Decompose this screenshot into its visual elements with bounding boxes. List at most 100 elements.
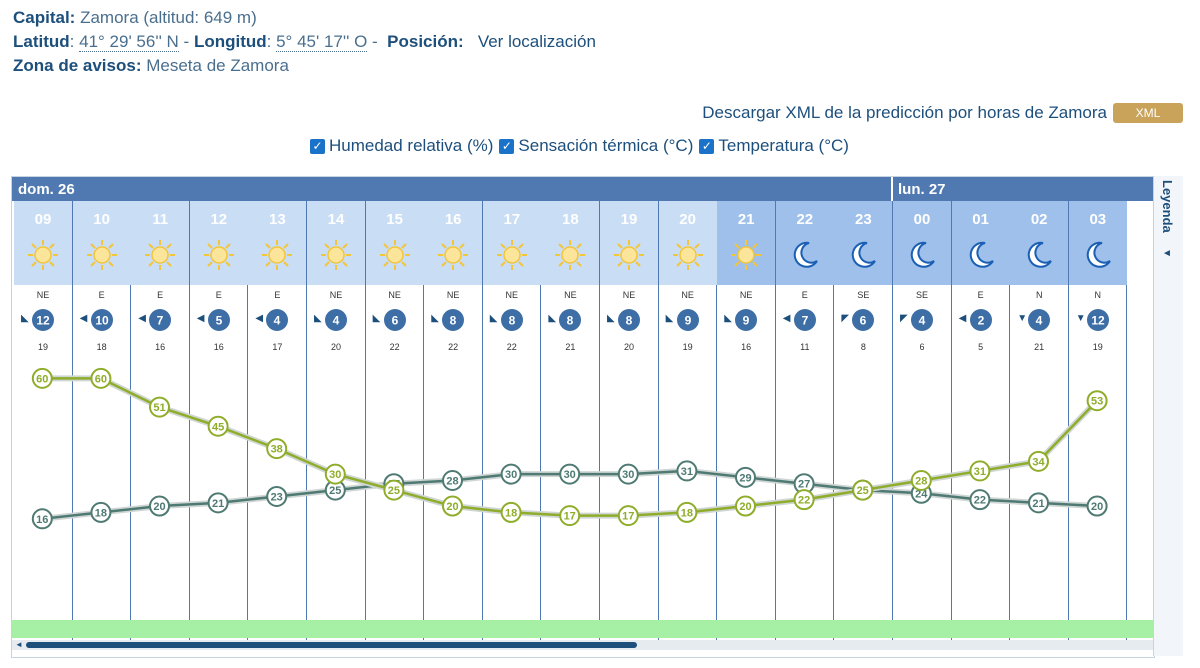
wind-gust: 22 <box>448 342 459 352</box>
humidity-point[interactable]: 20 <box>735 495 756 517</box>
toggle-feels-like-label: Sensación térmica (°C) <box>518 136 694 155</box>
point-label: 34 <box>1032 456 1045 468</box>
wind-gust: 19 <box>37 342 48 352</box>
wind-speed-icon: 9 ◣ <box>724 307 759 333</box>
point-marker <box>1028 492 1049 514</box>
hourly-forecast-panel: dom. 26 lun. 27 09 NE 12 ◣ 19 10 E 10 ◀ 18 11 E 7 ◀ 16… <box>11 176 1155 658</box>
toggle-humidity[interactable]: ✓ Humedad relativa (%) <box>310 136 493 156</box>
wind-gust: 22 <box>506 342 517 352</box>
wind-direction: NE <box>681 290 694 300</box>
svg-text:8: 8 <box>567 314 574 328</box>
hour-label: 12 <box>210 211 228 228</box>
wind-direction: NE <box>505 290 519 300</box>
legend-arrow-icon[interactable]: ◄ <box>1162 248 1172 259</box>
hour-column: 00 SE 4 ◤ 6 <box>893 201 952 641</box>
temperature-point[interactable]: 30 <box>559 463 581 485</box>
point-label: 45 <box>212 421 224 433</box>
humidity-point[interactable]: 17 <box>617 505 639 527</box>
toggle-temperature[interactable]: ✓ Temperatura (°C) <box>699 136 849 156</box>
horizontal-scrollbar[interactable]: ◄ <box>12 640 1154 650</box>
humidity-point[interactable]: 34 <box>1028 450 1049 472</box>
legend-label: Leyenda <box>1160 180 1175 233</box>
xml-badge-button[interactable]: XML <box>1113 103 1183 123</box>
toggle-humidity-label: Humedad relativa (%) <box>329 136 494 155</box>
capital-value: Zamora (altitud: 649 m) <box>80 8 257 27</box>
wind-speed-icon: 9 ◣ <box>666 307 701 333</box>
point-marker <box>1028 450 1049 472</box>
humidity-point[interactable]: 22 <box>793 489 815 511</box>
humidity-point[interactable]: 51 <box>149 396 170 418</box>
humidity-point[interactable]: 17 <box>559 505 581 527</box>
hour-label: 20 <box>679 211 696 228</box>
temperature-point[interactable]: 29 <box>735 466 756 488</box>
view-location-link[interactable]: Ver localización <box>477 32 596 51</box>
temperature-point[interactable]: 21 <box>1028 492 1049 514</box>
point-label: 27 <box>798 479 810 491</box>
humidity-point[interactable]: 30 <box>324 463 346 485</box>
point-marker <box>735 466 756 488</box>
wind-direction: NE <box>36 290 50 300</box>
toggle-feels-like[interactable]: ✓ Sensación térmica (°C) <box>499 136 693 156</box>
temperature-point[interactable]: 31 <box>676 460 698 482</box>
temperature-point[interactable]: 28 <box>442 470 463 492</box>
longitude-value: 5° 45' 17'' O <box>276 32 368 52</box>
temperature-point[interactable]: 20 <box>1086 495 1108 517</box>
checkbox-icon[interactable]: ✓ <box>699 138 715 154</box>
humidity-point[interactable]: 38 <box>266 438 288 460</box>
temperature-point[interactable]: 18 <box>90 501 112 523</box>
svg-text:8: 8 <box>450 314 457 328</box>
sunny-icon <box>554 239 586 271</box>
temperature-point[interactable]: 30 <box>500 463 522 485</box>
wind-direction: NE <box>446 290 460 300</box>
point-marker <box>149 495 170 517</box>
svg-text:4: 4 <box>919 314 926 328</box>
checkbox-icon[interactable]: ✓ <box>310 138 325 154</box>
legend-panel[interactable]: Leyenda ◄ <box>1153 176 1183 656</box>
wind-direction: N <box>1094 290 1102 300</box>
hour-label: 21 <box>737 211 755 228</box>
humidity-point[interactable]: 25 <box>383 479 405 501</box>
humidity-point[interactable]: 18 <box>500 501 522 523</box>
hour-label: 17 <box>503 211 521 228</box>
hour-column: 03 N 12 ▼ 19 <box>1068 201 1128 641</box>
point-marker <box>442 470 463 492</box>
checkbox-icon[interactable]: ✓ <box>499 138 515 154</box>
temperature-point[interactable]: 23 <box>266 485 288 507</box>
point-label: 51 <box>153 402 165 414</box>
wind-arrow-icon: ◣ <box>489 313 498 324</box>
temperature-point[interactable]: 21 <box>207 492 229 514</box>
humidity-point[interactable]: 20 <box>442 495 463 517</box>
wind-speed-icon: 8 ◣ <box>490 307 525 333</box>
temperature-point[interactable]: 30 <box>617 463 639 485</box>
svg-text:8: 8 <box>626 314 633 328</box>
wind-speed-icon: 8 ◣ <box>431 307 466 333</box>
temperature-point[interactable]: 20 <box>149 495 170 517</box>
wind-gust: 20 <box>330 342 341 352</box>
download-xml-link[interactable]: Descargar XML de la predicción por horas… <box>702 103 1107 122</box>
humidity-point[interactable]: 31 <box>969 460 991 482</box>
wind-speed-icon: 10 ◀ <box>80 307 115 333</box>
temperature-point[interactable]: 22 <box>969 489 991 511</box>
point-marker <box>969 489 991 511</box>
humidity-point[interactable]: 60 <box>90 367 112 389</box>
sunny-icon <box>27 239 59 271</box>
humidity-point[interactable]: 25 <box>852 479 874 501</box>
scrollbar-thumb[interactable] <box>26 642 637 648</box>
hour-column: 20 NE 9 ◣ 19 <box>658 201 718 641</box>
humidity-point[interactable]: 45 <box>207 415 229 437</box>
hour-label: 15 <box>386 211 403 228</box>
hour-column: 17 NE 8 ◣ 22 <box>482 201 542 641</box>
humidity-point[interactable]: 18 <box>676 501 698 523</box>
wind-direction: E <box>274 290 281 300</box>
humidity-point[interactable]: 60 <box>31 367 53 389</box>
warning-zone-label: Zona de avisos: <box>13 56 142 75</box>
wind-arrow-icon: ◤ <box>900 313 908 324</box>
temperature-point[interactable]: 16 <box>31 508 53 530</box>
wind-direction: NE <box>388 290 401 300</box>
humidity-point[interactable]: 53 <box>1086 390 1108 412</box>
point-label: 22 <box>974 495 986 507</box>
wind-gust: 19 <box>1092 342 1103 352</box>
svg-text:9: 9 <box>684 314 691 328</box>
scroll-left-icon[interactable]: ◄ <box>15 640 23 649</box>
humidity-point[interactable]: 28 <box>910 470 932 492</box>
